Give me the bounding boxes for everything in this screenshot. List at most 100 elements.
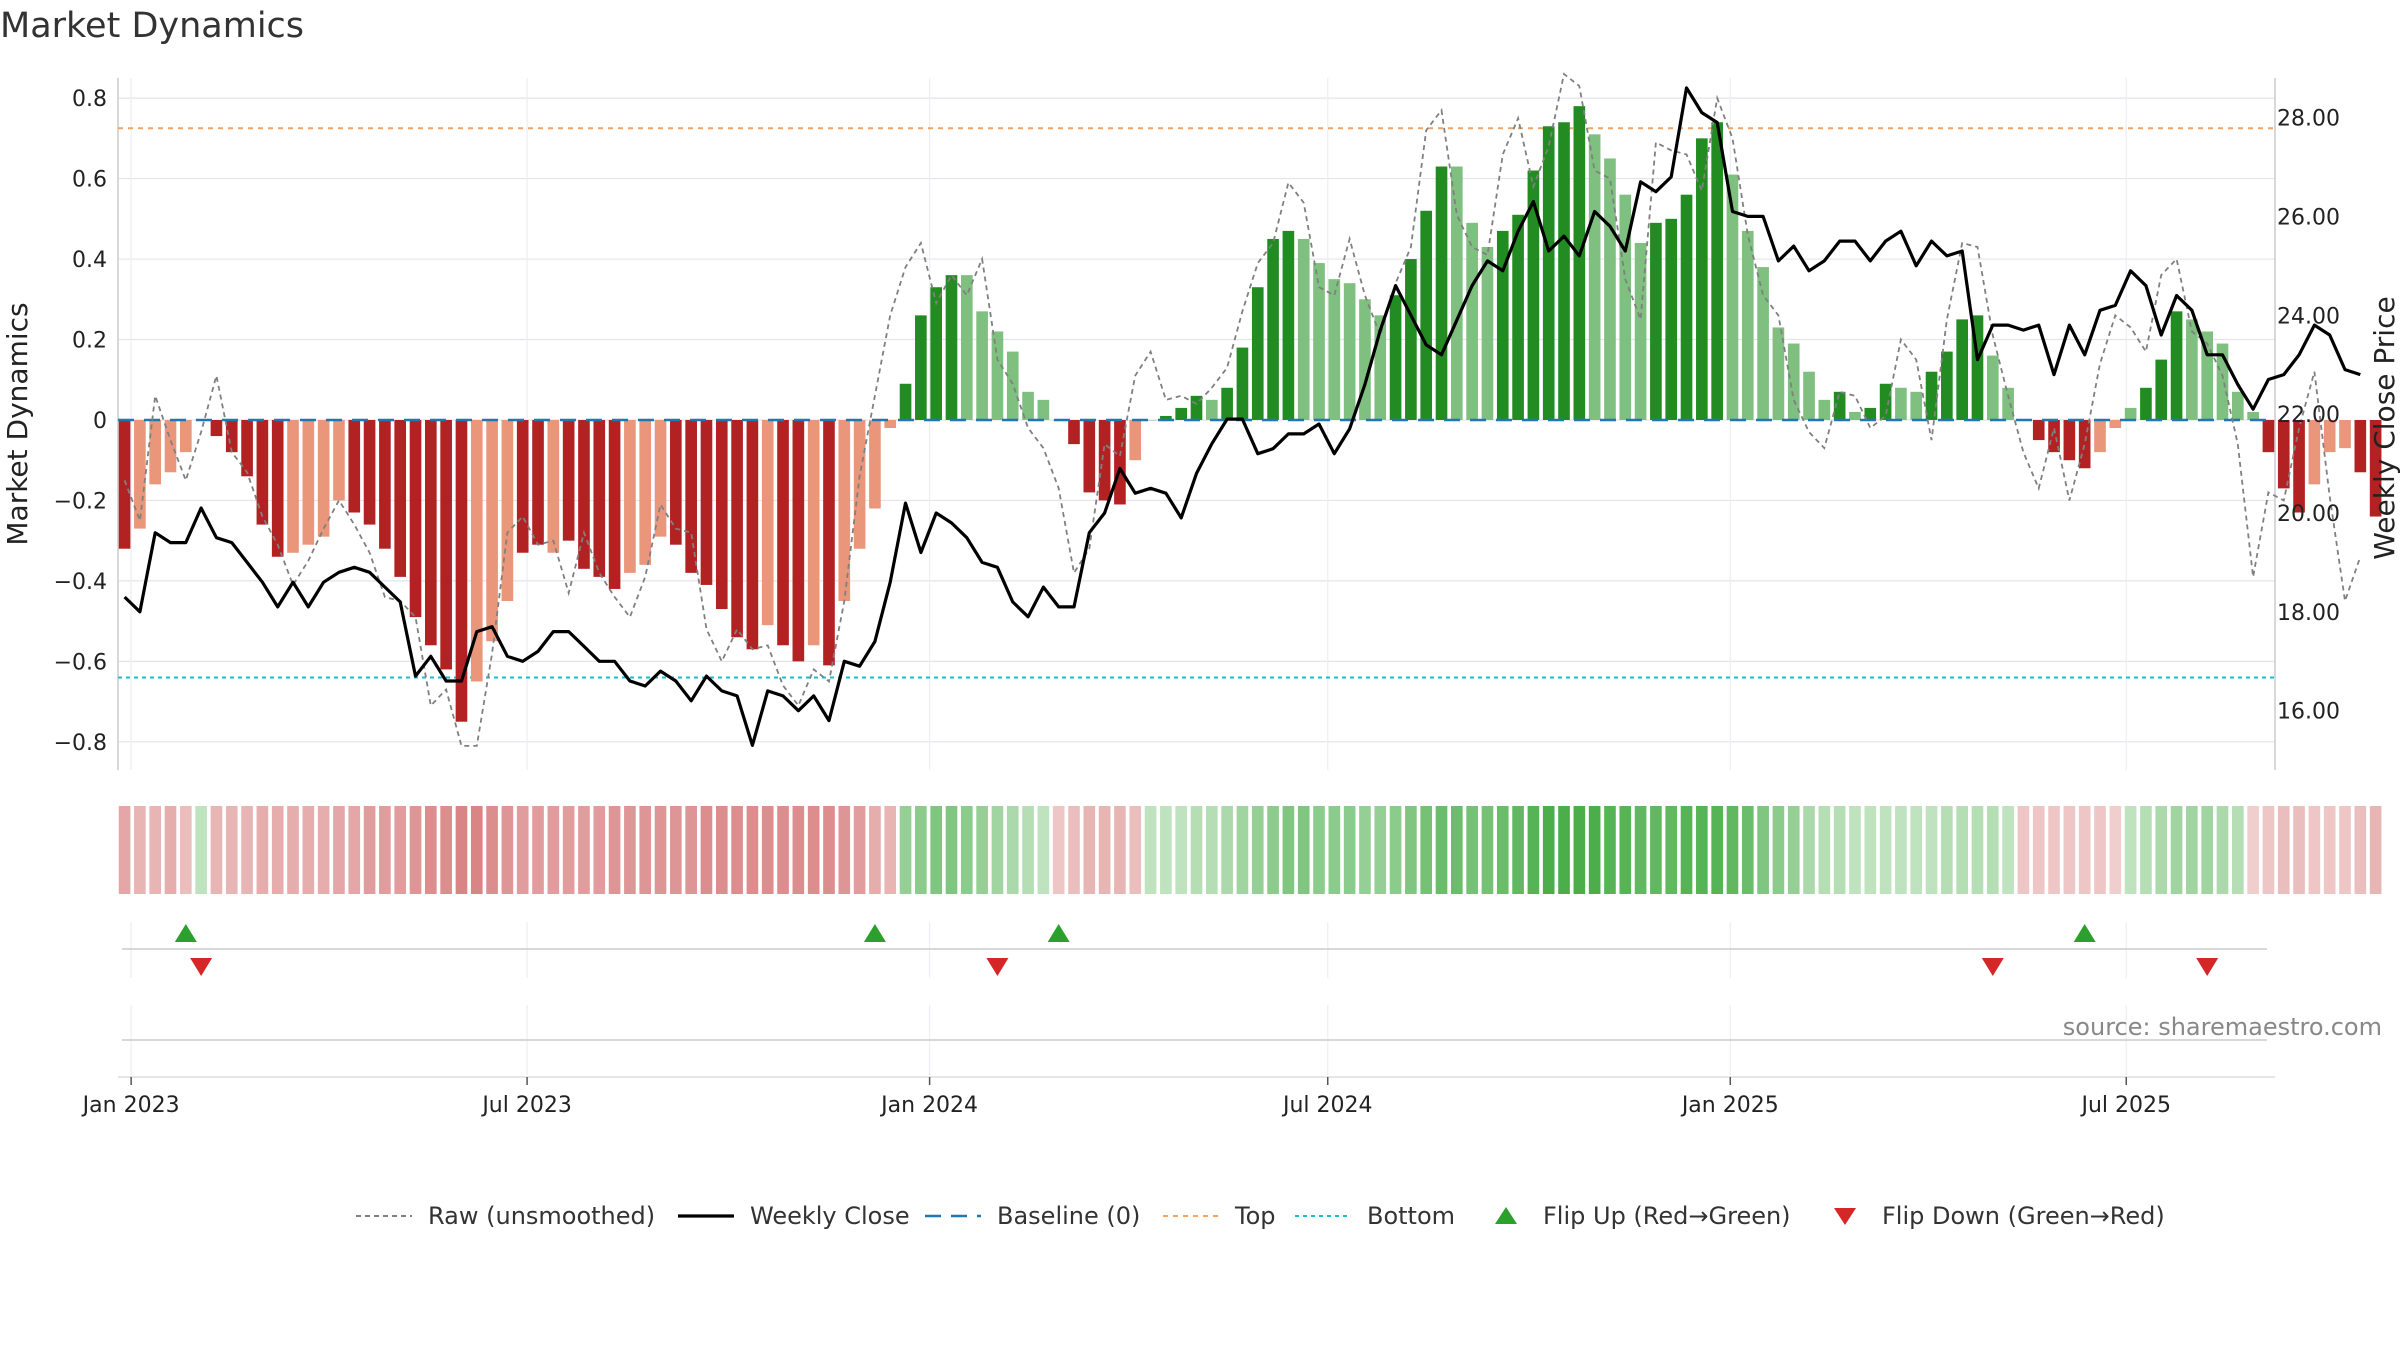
dynamics-bar [2155, 359, 2168, 420]
regime-strip-cell [425, 806, 437, 894]
legend-label: Flip Up (Red→Green) [1543, 1202, 1791, 1230]
regime-strip-cell [1971, 806, 1984, 894]
regime-strip-cell [455, 806, 468, 894]
dynamics-bar [455, 419, 468, 722]
regime-strip-cell [761, 806, 774, 894]
dynamics-bar [1772, 327, 1785, 420]
legend-label: Top [1234, 1202, 1276, 1230]
regime-strip-cell [470, 806, 483, 894]
dynamics-bar [1282, 230, 1295, 420]
y-right-tick-label: 26.00 [2277, 205, 2340, 230]
dynamics-bar [547, 419, 560, 553]
dynamics-bar [991, 331, 1004, 420]
dynamics-bar [2277, 419, 2290, 489]
regime-strip-cell [1741, 806, 1754, 894]
chart-title: Market Dynamics [0, 6, 305, 46]
regime-strip-cell [1696, 806, 1708, 894]
y-left-tick-label: 0.6 [72, 168, 107, 193]
flip-up-marker [2073, 924, 2096, 942]
dynamics-bar [2078, 419, 2091, 469]
weekly-close-line [123, 86, 2361, 747]
dynamics-bar [1879, 383, 1892, 420]
regime-strip-cell [1803, 806, 1815, 894]
dynamics-bar [562, 419, 575, 541]
dynamics-bar [363, 419, 376, 525]
dynamics-bar [731, 419, 743, 638]
regime-strip-cell [1160, 806, 1172, 894]
dynamics-bar [2186, 319, 2198, 420]
regime-strip-cell [853, 806, 866, 894]
x-tick-label: Jan 2023 [81, 1093, 180, 1118]
regime-strip-cell [1986, 806, 1999, 894]
regime-strip-cell [1466, 806, 1478, 894]
dynamics-bar [777, 419, 789, 646]
dynamics-bar [1190, 395, 1203, 420]
regime-strip-cell [2339, 806, 2351, 894]
regime-strip-cell [1251, 806, 1264, 894]
flip-up-marker [1047, 924, 1070, 942]
dynamics-bar [2339, 419, 2351, 449]
dynamics-bar [915, 315, 927, 420]
x-tick-label: Jul 2025 [2079, 1093, 2171, 1118]
dynamics-bar [746, 419, 759, 650]
dynamics-bar [670, 419, 682, 545]
dynamics-bar [1956, 319, 1968, 420]
regime-strip-cell [1022, 806, 1034, 894]
regime-strip-cell [792, 806, 805, 894]
flip-up-marker [863, 924, 886, 942]
y-left-tick-label: −0.4 [54, 570, 107, 595]
dynamics-bar [807, 419, 820, 646]
y-left-tick-label: 0.8 [72, 87, 107, 112]
regime-strip-cell [838, 806, 851, 894]
regime-strip-cell [1925, 806, 1938, 894]
regime-strip-cell [241, 806, 253, 894]
regime-strip-cell [179, 806, 192, 894]
x-tick-label: Jul 2024 [1281, 1093, 1373, 1118]
dynamics-bar [1267, 238, 1279, 420]
regime-strip-cell [2109, 806, 2122, 894]
regime-strip-cell [287, 806, 299, 894]
legend-label: Raw (unsmoothed) [428, 1202, 655, 1230]
regime-strip-cell [271, 806, 284, 894]
y-right-tick-label: 16.00 [2277, 700, 2340, 725]
regime-strip-cell [930, 806, 942, 894]
legend-item-raw: Raw (unsmoothed) [356, 1202, 655, 1230]
dynamics-bar [838, 419, 851, 602]
dynamics-bar [2293, 419, 2305, 513]
flip-up-marker [174, 924, 197, 942]
regime-strip-cell [2063, 806, 2076, 894]
dynamics-bar [409, 419, 422, 618]
dynamics-bar [1175, 407, 1188, 420]
raw-series-line [123, 72, 2362, 747]
regime-strip-cell [348, 806, 361, 894]
dynamics-bar [225, 419, 238, 453]
regime-strip-cell [1205, 806, 1218, 894]
dynamics-bar [2308, 419, 2321, 485]
dynamics-bar [1895, 387, 1907, 420]
regime-strip-cell [1052, 806, 1065, 894]
regime-strip-cell [440, 806, 452, 894]
dynamics-bar [1451, 166, 1463, 420]
dynamics-bar [1986, 355, 1999, 420]
dynamics-bar [1435, 166, 1448, 420]
dynamics-bar [884, 419, 897, 429]
dynamics-bar [1573, 106, 1586, 420]
dynamics-bar [2124, 407, 2137, 420]
regime-strip-cell [225, 806, 238, 894]
dynamics-bar [1405, 259, 1417, 420]
regime-strip-cell [2308, 806, 2321, 894]
regime-strip-cell [149, 806, 162, 894]
dynamics-bar [532, 419, 544, 545]
dynamics-bar [1818, 399, 1831, 420]
regime-strip-cell [899, 806, 912, 894]
regime-strip-cell [1650, 806, 1662, 894]
regime-strip-cell [685, 806, 697, 894]
y-right-tick-label: 22.00 [2277, 403, 2340, 428]
regime-strip-cell [608, 806, 621, 894]
regime-strip-cell [1083, 806, 1096, 894]
dynamics-bar [1650, 222, 1662, 420]
dynamics-bar [639, 419, 652, 565]
dynamics-bar [2002, 387, 2014, 420]
regime-strip-cell [302, 806, 315, 894]
dynamics-bar [1160, 415, 1172, 420]
